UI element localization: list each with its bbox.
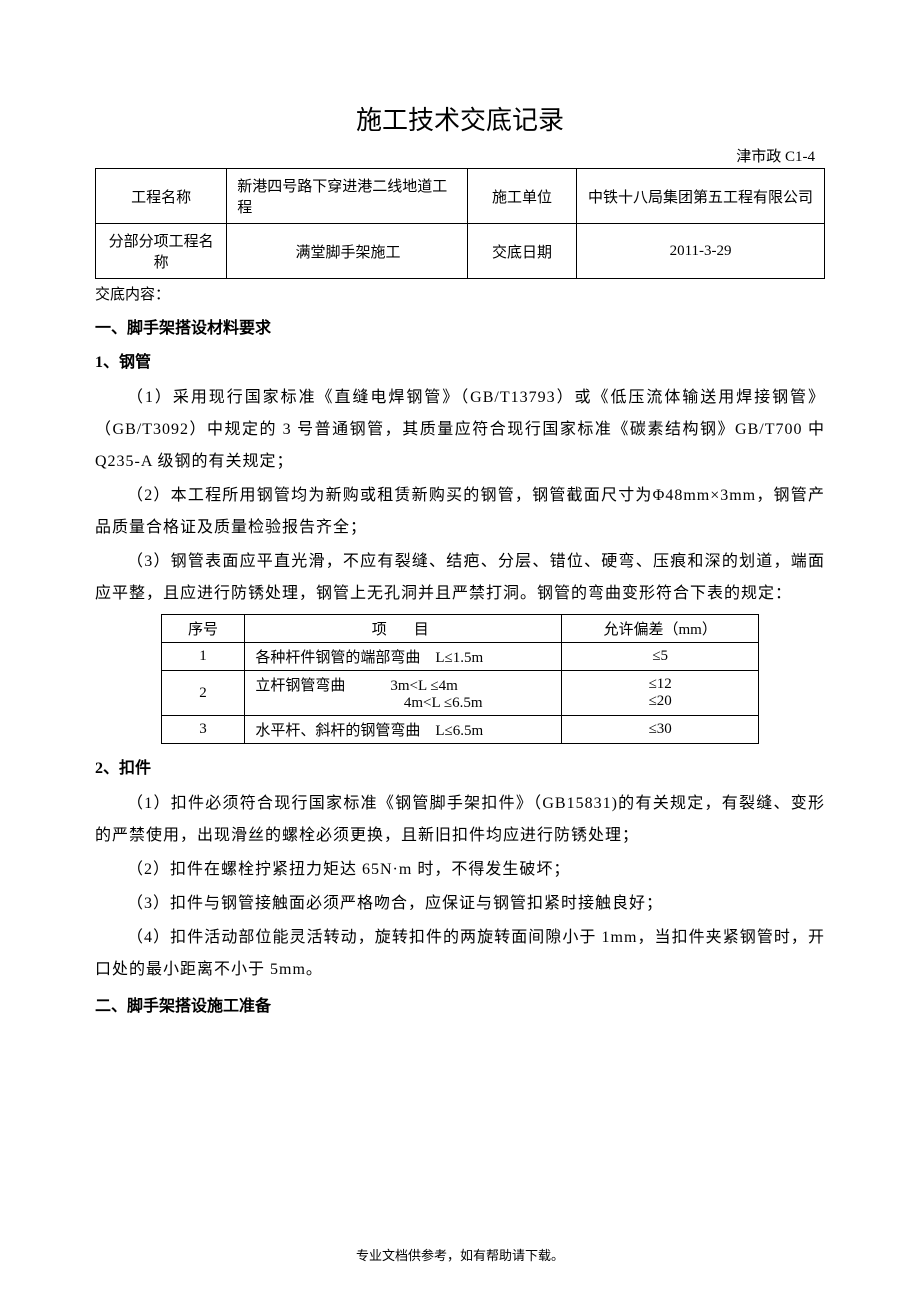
value-disclosure-date: 2011-3-29 (577, 224, 825, 279)
table-row: 1 各种杆件钢管的端部弯曲 L≤1.5m ≤5 (161, 643, 759, 671)
doc-title: 施工技术交底记录 (95, 100, 825, 137)
spec-cell: ≤12 ≤20 (562, 671, 759, 716)
spec-header-seq: 序号 (161, 615, 245, 643)
table-row: 分部分项工程名称 满堂脚手架施工 交底日期 2011-3-29 (96, 224, 825, 279)
paragraph: （2）本工程所用钢管均为新购或租赁新购买的钢管，钢管截面尺寸为Φ48mm×3mm… (95, 480, 825, 544)
table-row: 序号 项 目 允许偏差（mm） (161, 615, 759, 643)
section2-heading: 二、脚手架搭设施工准备 (95, 992, 825, 1016)
value-construction-unit: 中铁十八局集团第五工程有限公司 (577, 169, 825, 224)
content-label: 交底内容： (95, 283, 825, 304)
sub2-heading: 2、扣件 (95, 754, 825, 778)
spec-cell-line2: 4m<L ≤6.5m (251, 695, 555, 712)
info-table: 工程名称 新港四号路下穿进港二线地道工程 施工单位 中铁十八局集团第五工程有限公… (95, 168, 825, 279)
table-row: 3 水平杆、斜杆的钢管弯曲 L≤6.5m ≤30 (161, 716, 759, 744)
spec-cell: 3 (161, 716, 245, 744)
spec-header-tolerance: 允许偏差（mm） (562, 615, 759, 643)
section1-heading: 一、脚手架搭设材料要求 (95, 314, 825, 338)
spec-cell: 1 (161, 643, 245, 671)
spec-table: 序号 项 目 允许偏差（mm） 1 各种杆件钢管的端部弯曲 L≤1.5m ≤5 … (161, 614, 760, 744)
footer-text: 专业文档供参考，如有帮助请下载。 (0, 1245, 920, 1264)
sub1-heading: 1、钢管 (95, 348, 825, 372)
spec-cell-line1: 立杆钢管弯曲 3m<L ≤4m (251, 674, 555, 695)
paragraph: （1）扣件必须符合现行国家标准《钢管脚手架扣件》（GB15831)的有关规定，有… (95, 788, 825, 852)
spec-cell: 立杆钢管弯曲 3m<L ≤4m 4m<L ≤6.5m (245, 671, 562, 716)
paragraph: （3）钢管表面应平直光滑，不应有裂缝、结疤、分层、错位、硬弯、压痕和深的划道，端… (95, 546, 825, 610)
spec-cell-line1: ≤12 (649, 676, 672, 692)
paragraph: （4）扣件活动部位能灵活转动，旋转扣件的两旋转面间隙小于 1mm，当扣件夹紧钢管… (95, 922, 825, 986)
spec-cell: 2 (161, 671, 245, 716)
label-disclosure-date: 交底日期 (467, 224, 576, 279)
paragraph: （2）扣件在螺栓拧紧扭力矩达 65N·m 时，不得发生破坏； (95, 854, 825, 886)
value-subproject-name: 满堂脚手架施工 (227, 224, 468, 279)
spec-cell: 水平杆、斜杆的钢管弯曲 L≤6.5m (245, 716, 562, 744)
table-row: 工程名称 新港四号路下穿进港二线地道工程 施工单位 中铁十八局集团第五工程有限公… (96, 169, 825, 224)
paragraph: （3）扣件与钢管接触面必须严格吻合，应保证与钢管扣紧时接触良好； (95, 888, 825, 920)
label-project-name: 工程名称 (96, 169, 227, 224)
paragraph: （1）采用现行国家标准《直缝电焊钢管》（GB/T13793）或《低压流体输送用焊… (95, 382, 825, 478)
spec-cell: 各种杆件钢管的端部弯曲 L≤1.5m (245, 643, 562, 671)
label-subproject-name: 分部分项工程名称 (96, 224, 227, 279)
spec-cell-line2: ≤20 (649, 693, 672, 709)
spec-cell: ≤5 (562, 643, 759, 671)
doc-code: 津市政 C1-4 (95, 145, 825, 166)
spec-header-item: 项 目 (245, 615, 562, 643)
label-construction-unit: 施工单位 (467, 169, 576, 224)
value-project-name: 新港四号路下穿进港二线地道工程 (227, 169, 468, 224)
table-row: 2 立杆钢管弯曲 3m<L ≤4m 4m<L ≤6.5m ≤12 ≤20 (161, 671, 759, 716)
spec-cell: ≤30 (562, 716, 759, 744)
